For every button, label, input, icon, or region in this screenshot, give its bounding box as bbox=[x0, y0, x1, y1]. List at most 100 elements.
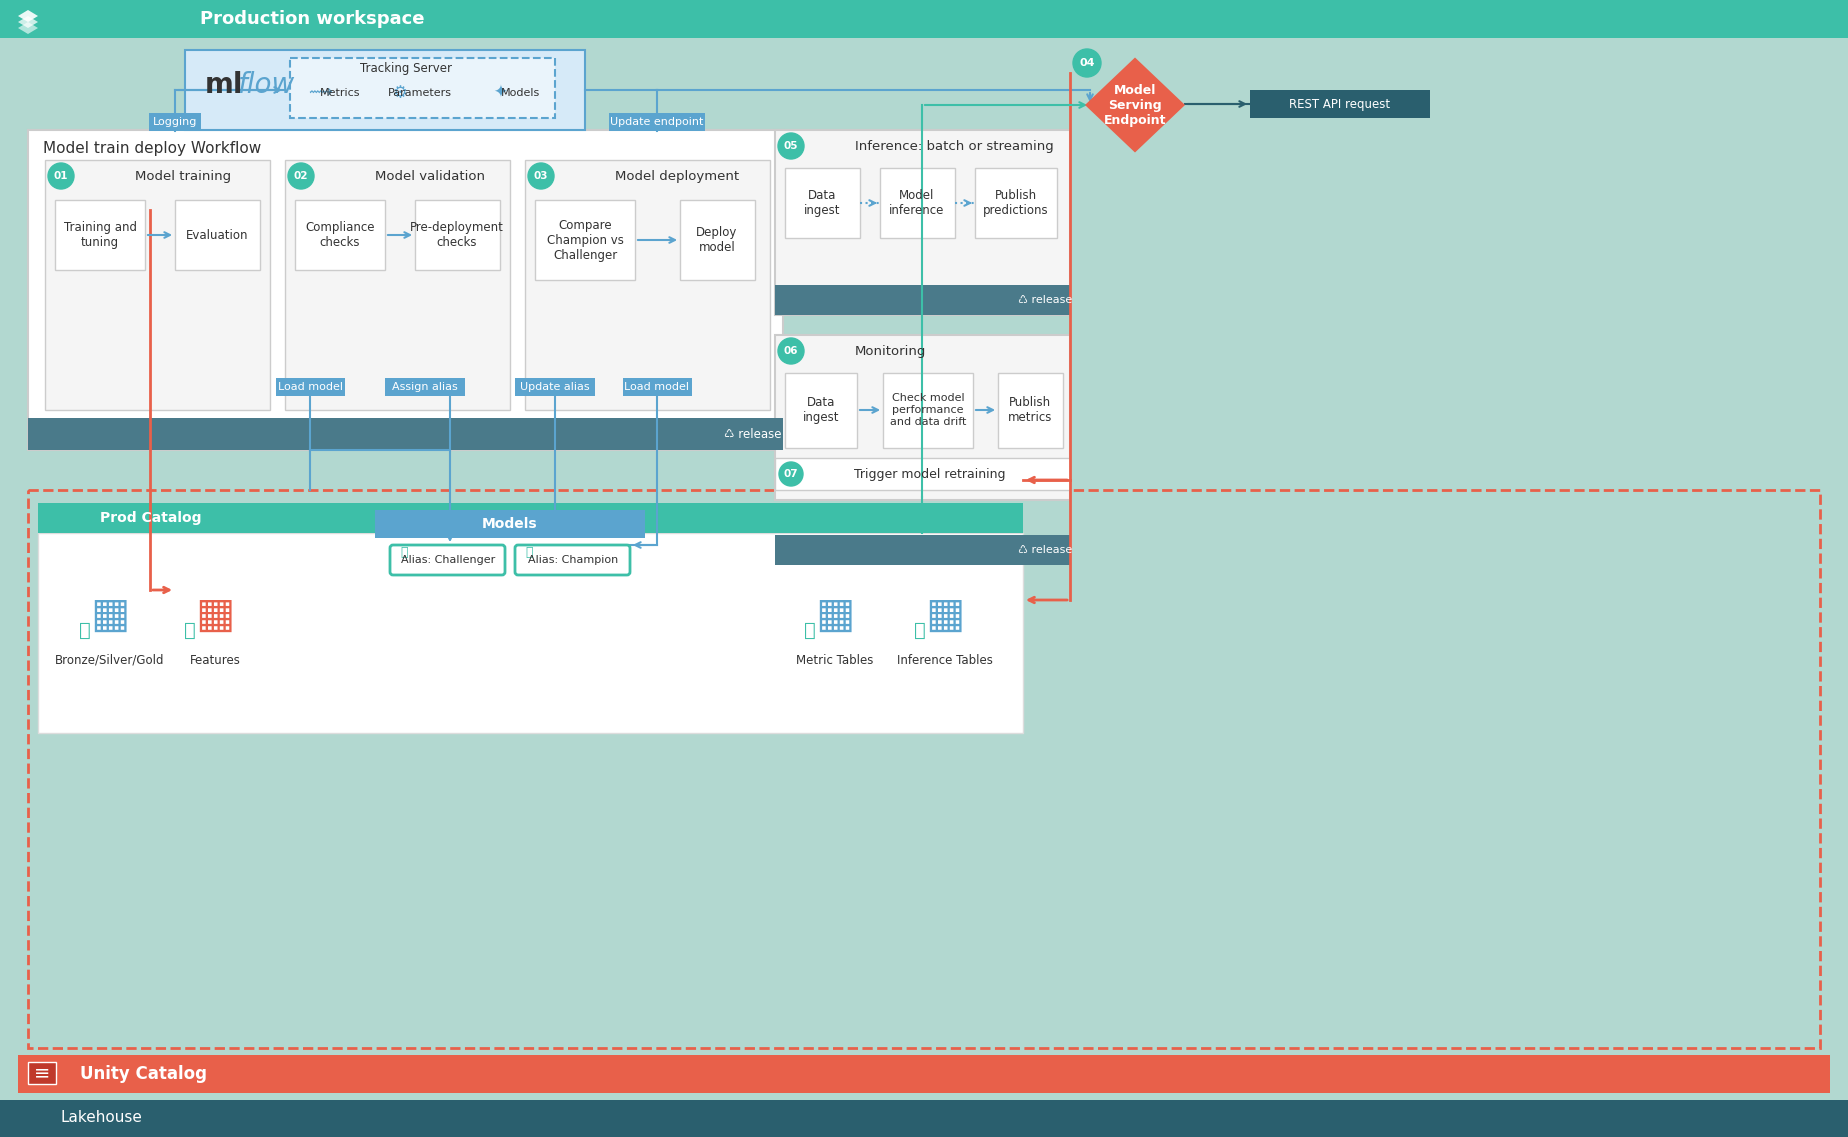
Text: Publish
predictions: Publish predictions bbox=[983, 189, 1050, 217]
Bar bbox=[185, 50, 586, 130]
Bar bbox=[774, 536, 1070, 565]
Text: Model
inference: Model inference bbox=[889, 189, 944, 217]
Text: Features: Features bbox=[190, 654, 240, 666]
Text: ≡: ≡ bbox=[33, 1063, 50, 1082]
Bar bbox=[998, 373, 1063, 448]
Text: Load model: Load model bbox=[277, 382, 342, 392]
Bar bbox=[275, 377, 344, 396]
Text: Parameters: Parameters bbox=[388, 88, 453, 98]
Text: ⟿: ⟿ bbox=[309, 84, 333, 102]
Text: ⚙: ⚙ bbox=[392, 84, 407, 102]
Bar bbox=[1249, 90, 1430, 118]
Text: Update endpoint: Update endpoint bbox=[610, 117, 704, 127]
Bar bbox=[976, 168, 1057, 238]
Text: REST API request: REST API request bbox=[1290, 98, 1390, 110]
Text: Assign alias: Assign alias bbox=[392, 382, 458, 392]
Bar bbox=[0, 1099, 1848, 1137]
Text: 🏷: 🏷 bbox=[804, 621, 815, 639]
Bar bbox=[28, 1062, 55, 1084]
Text: Model validation: Model validation bbox=[375, 169, 484, 183]
Text: Models: Models bbox=[482, 517, 538, 531]
Bar bbox=[176, 200, 261, 269]
Bar bbox=[55, 200, 144, 269]
Text: Check model
performance
and data drift: Check model performance and data drift bbox=[891, 393, 967, 426]
Text: Model training: Model training bbox=[135, 169, 231, 183]
Text: Model deployment: Model deployment bbox=[615, 169, 739, 183]
Text: Trigger model retraining: Trigger model retraining bbox=[854, 467, 1005, 481]
Text: Prod Catalog: Prod Catalog bbox=[100, 511, 201, 525]
Bar bbox=[18, 1055, 1830, 1093]
Bar bbox=[880, 168, 955, 238]
Text: Load model: Load model bbox=[625, 382, 689, 392]
Circle shape bbox=[1074, 49, 1101, 77]
Text: Evaluation: Evaluation bbox=[187, 229, 248, 241]
Text: Data
ingest: Data ingest bbox=[804, 189, 841, 217]
Text: Production workspace: Production workspace bbox=[200, 10, 425, 28]
Bar bbox=[623, 377, 691, 396]
Text: Training and
tuning: Training and tuning bbox=[63, 221, 137, 249]
Text: Compliance
checks: Compliance checks bbox=[305, 221, 375, 249]
Text: Logging: Logging bbox=[153, 117, 198, 127]
FancyBboxPatch shape bbox=[390, 545, 505, 575]
Text: 🏷: 🏷 bbox=[79, 621, 91, 639]
Bar bbox=[536, 200, 636, 280]
Bar bbox=[774, 335, 1070, 500]
Circle shape bbox=[529, 163, 554, 189]
Bar bbox=[290, 58, 554, 118]
Text: ▦: ▦ bbox=[926, 594, 965, 636]
Bar bbox=[680, 200, 756, 280]
Text: 01: 01 bbox=[54, 171, 68, 181]
Text: ♺ release: ♺ release bbox=[724, 428, 782, 440]
Bar bbox=[785, 373, 857, 448]
Circle shape bbox=[48, 163, 74, 189]
Text: Pre-deployment
checks: Pre-deployment checks bbox=[410, 221, 505, 249]
Text: Unity Catalog: Unity Catalog bbox=[79, 1065, 207, 1084]
Circle shape bbox=[288, 163, 314, 189]
Bar bbox=[39, 503, 1024, 533]
Text: 05: 05 bbox=[784, 141, 798, 151]
Polygon shape bbox=[18, 10, 39, 22]
Text: 🏷: 🏷 bbox=[185, 621, 196, 639]
Text: Deploy
model: Deploy model bbox=[697, 226, 737, 254]
Text: Inference: batch or streaming: Inference: batch or streaming bbox=[856, 140, 1053, 152]
Text: 🏷: 🏷 bbox=[915, 621, 926, 639]
Text: Monitoring: Monitoring bbox=[856, 345, 926, 357]
Text: ♺ release: ♺ release bbox=[1018, 294, 1072, 305]
Bar bbox=[285, 160, 510, 410]
Circle shape bbox=[778, 338, 804, 364]
Bar bbox=[384, 377, 466, 396]
Text: Lakehouse: Lakehouse bbox=[59, 1111, 142, 1126]
Bar bbox=[0, 0, 1848, 38]
Text: ♺ release: ♺ release bbox=[1018, 545, 1072, 555]
Bar bbox=[375, 511, 645, 538]
Circle shape bbox=[780, 462, 804, 485]
Bar bbox=[774, 285, 1070, 315]
Bar bbox=[525, 160, 771, 410]
Bar bbox=[774, 458, 1070, 490]
Text: ▦: ▦ bbox=[815, 594, 854, 636]
Text: Model train deploy Workflow: Model train deploy Workflow bbox=[43, 141, 261, 156]
Text: ▦: ▦ bbox=[196, 594, 235, 636]
Text: 🔄: 🔄 bbox=[525, 546, 532, 558]
Text: Alias: Champion: Alias: Champion bbox=[529, 555, 617, 565]
Text: Bronze/Silver/Gold: Bronze/Silver/Gold bbox=[55, 654, 164, 666]
Text: Update alias: Update alias bbox=[519, 382, 590, 392]
Text: 02: 02 bbox=[294, 171, 309, 181]
Text: flow: flow bbox=[237, 70, 294, 99]
Text: ml: ml bbox=[205, 70, 244, 99]
Text: ✦: ✦ bbox=[493, 84, 506, 102]
Text: Data
ingest: Data ingest bbox=[802, 396, 839, 424]
Text: 🔄: 🔄 bbox=[399, 546, 408, 558]
Text: ▦: ▦ bbox=[91, 594, 129, 636]
Text: Model
Serving
Endpoint: Model Serving Endpoint bbox=[1103, 83, 1166, 126]
Bar bbox=[883, 373, 974, 448]
Text: 03: 03 bbox=[534, 171, 549, 181]
Text: Alias: Challenger: Alias: Challenger bbox=[401, 555, 495, 565]
Polygon shape bbox=[18, 22, 39, 34]
Text: Metric Tables: Metric Tables bbox=[796, 654, 874, 666]
Polygon shape bbox=[18, 16, 39, 28]
Polygon shape bbox=[1085, 58, 1185, 152]
Bar bbox=[416, 200, 501, 269]
Text: Inference Tables: Inference Tables bbox=[896, 654, 992, 666]
FancyBboxPatch shape bbox=[516, 545, 630, 575]
